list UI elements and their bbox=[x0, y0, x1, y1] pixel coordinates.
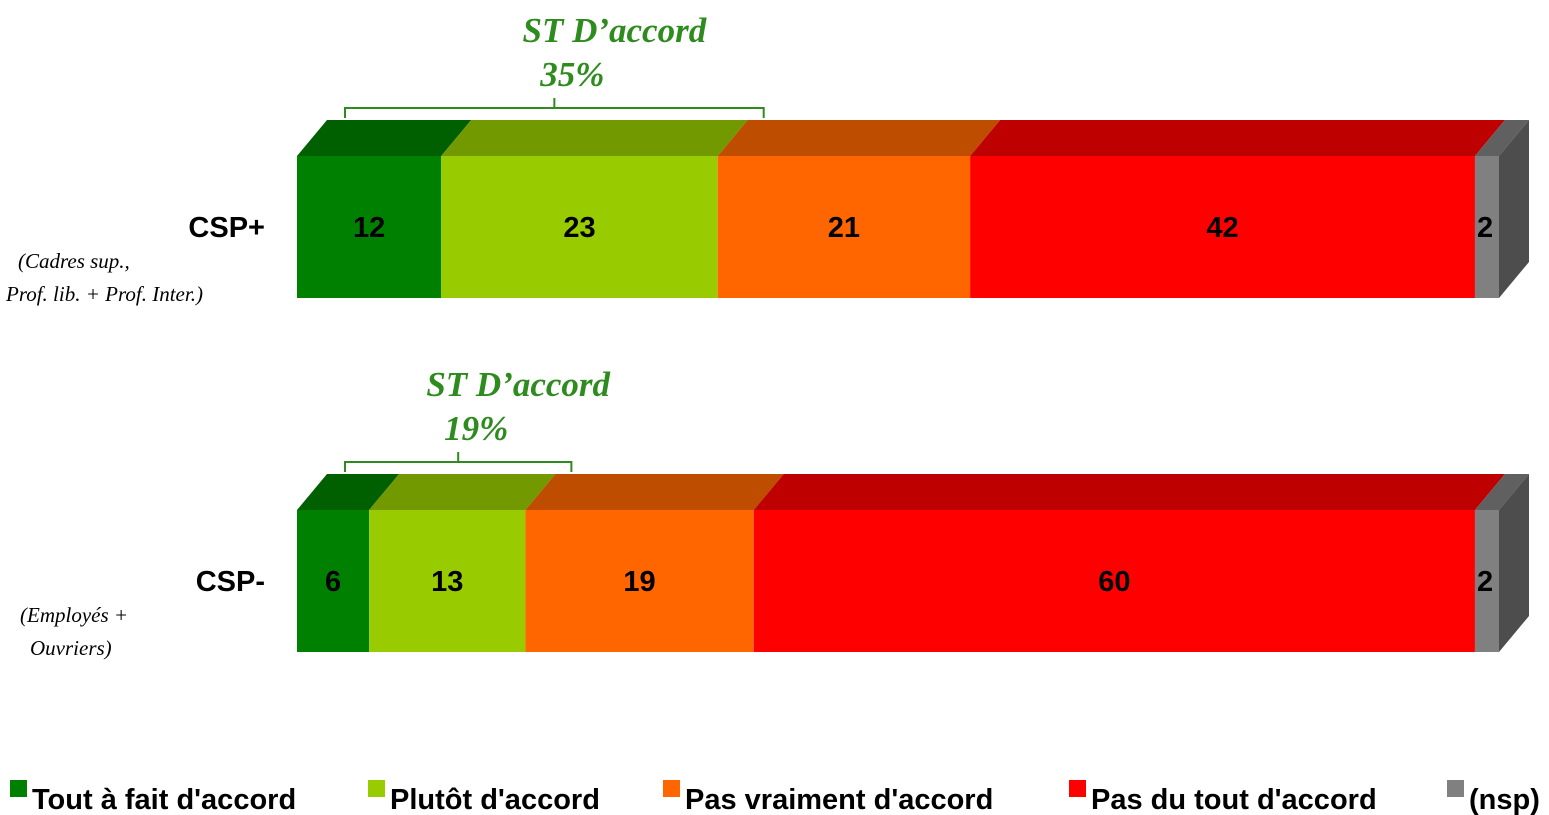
bar-csp-pas-du-tout-d-accord bbox=[753, 510, 1475, 652]
bars-layer bbox=[297, 120, 1529, 652]
bar-csp-pas-du-tout-d-accord bbox=[970, 156, 1475, 298]
bar-side-csp bbox=[1499, 474, 1529, 652]
bar-top-csp-plutot-d-accord bbox=[369, 474, 556, 510]
bar-csp-pas-vraiment-d-accord bbox=[525, 510, 754, 652]
subtotal-title-csp: ST D’accord bbox=[426, 365, 610, 404]
labels-layer: 12 23 21 42 2 CSP+ (Cadres sup., Prof. lib. + P… bbox=[5, 11, 1493, 660]
subtotal-bracket-csp bbox=[344, 98, 765, 118]
bar-csp-tout-a-fait-d-accord bbox=[297, 156, 442, 298]
bar-top-csp-pas-du-tout-d-accord bbox=[753, 474, 1505, 510]
value-label-csp-tout-a-fait-d-accord: 6 bbox=[325, 566, 341, 598]
legend-swatch-pas-vraiment-d-accord bbox=[663, 780, 680, 797]
bar-csp-nsp bbox=[1474, 510, 1499, 652]
bar-top-csp-pas-du-tout-d-accord bbox=[970, 120, 1505, 156]
legend-item-plutot-d-accord: Plutôt d'accord bbox=[368, 780, 600, 815]
bar-csp-plutot-d-accord bbox=[369, 510, 526, 652]
bar-csp-plutot-d-accord bbox=[441, 156, 718, 298]
bar-top-csp-pas-vraiment-d-accord bbox=[525, 474, 784, 510]
value-label-csp-pas-du-tout-d-accord: 60 bbox=[1098, 566, 1130, 598]
legend-label-pas-vraiment-d-accord: Pas vraiment d'accord bbox=[685, 784, 993, 815]
legend-swatch-plutot-d-accord bbox=[368, 780, 385, 797]
legend-label-tout-a-fait-d-accord: Tout à fait d'accord bbox=[32, 784, 296, 815]
value-label-csp-tout-a-fait-d-accord: 12 bbox=[353, 212, 385, 244]
legend-label-pas-du-tout-d-accord: Pas du tout d'accord bbox=[1091, 784, 1377, 815]
legend-swatch-nsp bbox=[1447, 780, 1464, 797]
category-label-csp: CSP+ bbox=[188, 212, 265, 244]
bar-side-csp bbox=[1499, 120, 1529, 298]
bar-top-csp-pas-vraiment-d-accord bbox=[717, 120, 1001, 156]
subtotal-bracket-csp bbox=[344, 452, 573, 472]
category-sublabel-csp-1: (Employés + bbox=[20, 603, 128, 627]
category-sublabel-csp-1: (Cadres sup., bbox=[18, 249, 130, 273]
subtotal-value-csp: 19% bbox=[444, 409, 508, 448]
subtotal-title-csp: ST D’accord bbox=[522, 11, 706, 50]
legend-item-nsp: (nsp) bbox=[1447, 780, 1540, 815]
legend-item-pas-du-tout-d-accord: Pas du tout d'accord bbox=[1069, 780, 1377, 815]
bar-csp-nsp bbox=[1474, 156, 1499, 298]
legend-swatch-tout-a-fait-d-accord bbox=[10, 780, 27, 797]
value-label-csp-pas-vraiment-d-accord: 19 bbox=[623, 566, 655, 598]
legend-item-tout-a-fait-d-accord: Tout à fait d'accord bbox=[10, 780, 296, 815]
category-sublabel-csp-2: Prof. lib. + Prof. Inter.) bbox=[5, 282, 203, 306]
legend: Tout à fait d'accord Plutôt d'accord Pas v… bbox=[10, 780, 1540, 815]
value-label-csp-plutot-d-accord: 13 bbox=[431, 566, 463, 598]
bar-top-csp-nsp bbox=[1474, 120, 1529, 156]
value-label-csp-nsp: 2 bbox=[1477, 212, 1493, 244]
bar-top-csp-plutot-d-accord bbox=[441, 120, 748, 156]
value-label-csp-pas-vraiment-d-accord: 21 bbox=[828, 212, 860, 244]
category-sublabel-csp-2: Ouvriers) bbox=[30, 636, 112, 660]
legend-swatch-pas-du-tout-d-accord bbox=[1069, 780, 1086, 797]
value-label-csp-pas-du-tout-d-accord: 42 bbox=[1206, 212, 1238, 244]
bar-top-csp-tout-a-fait-d-accord bbox=[297, 474, 400, 510]
legend-label-nsp: (nsp) bbox=[1469, 784, 1540, 815]
value-label-csp-plutot-d-accord: 23 bbox=[563, 212, 595, 244]
bar-top-csp-tout-a-fait-d-accord bbox=[297, 120, 472, 156]
bar-csp-tout-a-fait-d-accord bbox=[297, 510, 370, 652]
bar-top-csp-nsp bbox=[1474, 474, 1529, 510]
category-label-csp: CSP- bbox=[196, 566, 265, 598]
legend-item-pas-vraiment-d-accord: Pas vraiment d'accord bbox=[663, 780, 993, 815]
bar-csp-pas-vraiment-d-accord bbox=[717, 156, 971, 298]
value-label-csp-nsp: 2 bbox=[1477, 566, 1493, 598]
legend-label-plutot-d-accord: Plutôt d'accord bbox=[390, 784, 600, 815]
subtotal-value-csp: 35% bbox=[539, 55, 604, 94]
